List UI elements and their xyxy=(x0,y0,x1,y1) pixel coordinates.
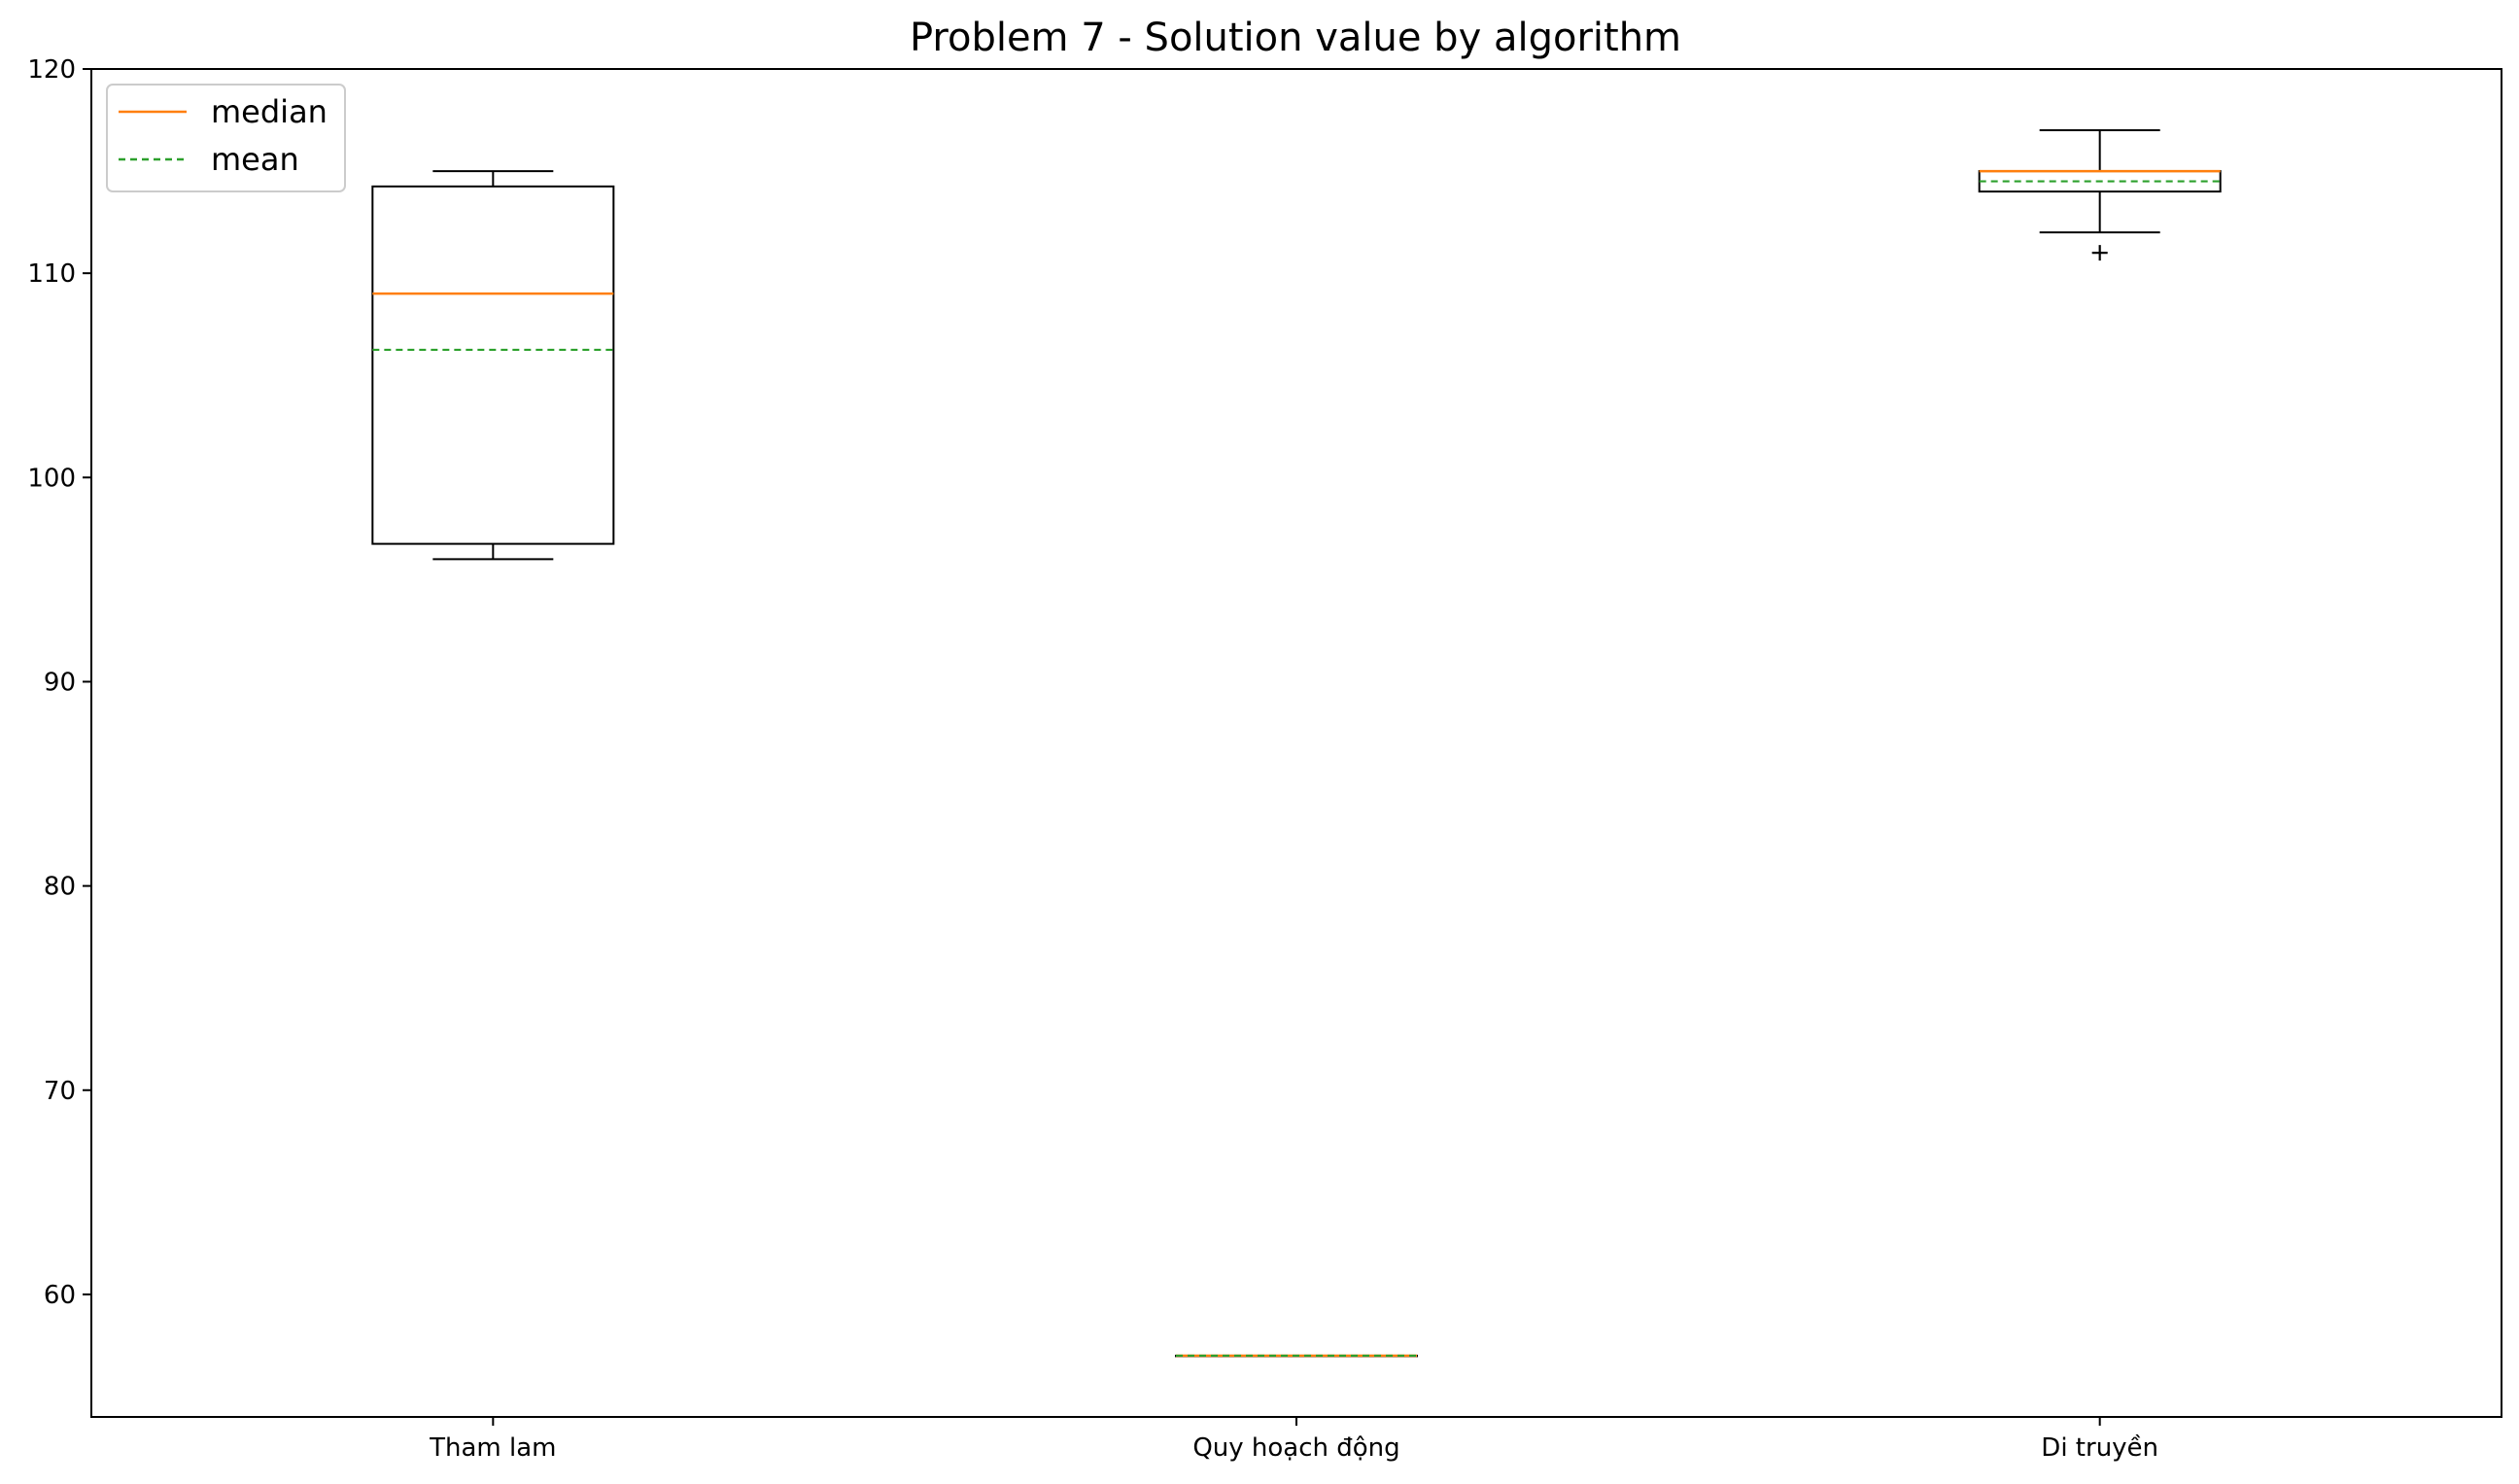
y-tick-label: 120 xyxy=(27,55,76,85)
y-tick-label: 60 xyxy=(44,1281,76,1310)
y-tick-label: 100 xyxy=(27,464,76,493)
x-tick-label: Di truyền xyxy=(2041,1433,2158,1463)
boxes-group xyxy=(371,129,2222,1358)
y-tick-label: 80 xyxy=(44,873,76,902)
x-tick-label: Tham lam xyxy=(429,1433,556,1463)
legend: median mean xyxy=(106,84,346,192)
x-axis: Tham lam Quy hoạch động Di truyền xyxy=(429,1417,2158,1463)
box-1 xyxy=(371,170,615,561)
box-3 xyxy=(1978,129,2222,261)
legend-median-label: median xyxy=(211,93,328,130)
y-tick-label: 90 xyxy=(44,668,76,697)
box-2 xyxy=(1175,1354,1418,1358)
box-iqr xyxy=(371,185,615,545)
y-axis: 60 70 80 90 100 110 120 xyxy=(27,55,91,1310)
y-tick-label: 110 xyxy=(27,259,76,289)
legend-mean-label: mean xyxy=(211,141,299,178)
outlier-point xyxy=(2091,245,2108,261)
x-tick-label: Quy hoạch động xyxy=(1192,1433,1399,1463)
y-tick-label: 70 xyxy=(44,1077,76,1106)
plot-area-frame xyxy=(90,68,2502,1418)
chart-title: Problem 7 - Solution value by algorithm xyxy=(910,16,1681,60)
